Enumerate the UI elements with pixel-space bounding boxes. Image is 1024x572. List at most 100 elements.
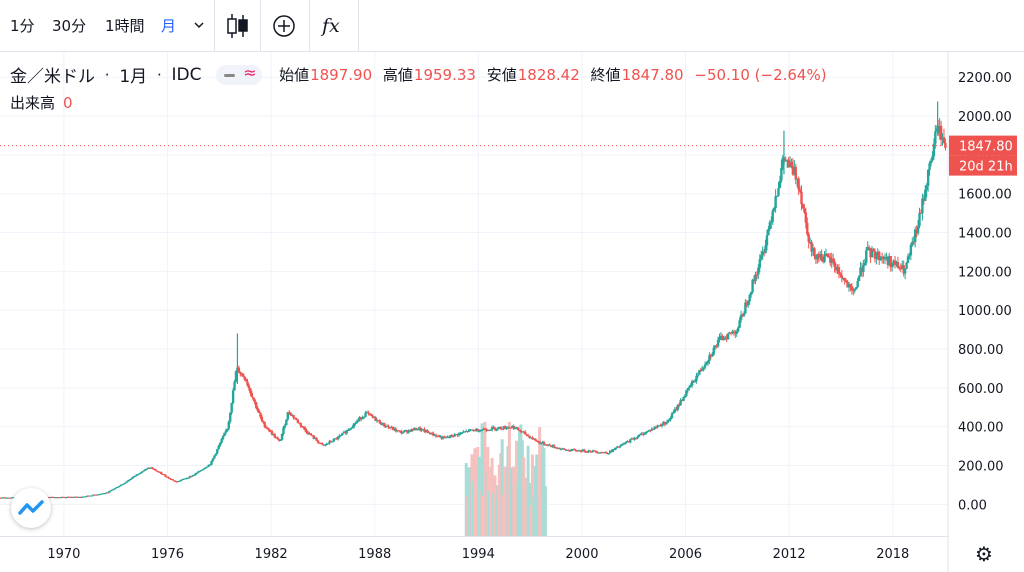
candle-body [79,496,82,498]
interval-1h-button[interactable]: 1時間 [105,17,145,35]
price-tick-label: 2200.00 [958,71,1012,86]
candle-body [695,375,698,382]
candle-body [7,497,10,499]
candle-body [390,427,393,429]
candle-body [204,467,207,469]
candle-body [439,436,442,438]
candle-body [269,430,272,432]
candle-body [341,432,344,435]
candle-body [866,247,869,251]
close-value: 1847.80 [621,65,684,84]
candle-body [603,452,606,454]
candle-body [292,414,295,418]
candle-body [452,436,455,438]
candle-body [492,427,495,429]
candle-body [193,474,196,476]
candle-body [921,198,924,214]
candle-body [70,496,74,498]
candle-body [453,434,456,437]
candle-body [375,420,379,422]
candle-body [449,435,452,437]
candle-body [888,256,891,265]
candle-body [203,468,206,470]
interval-1m-button[interactable]: 1分 [10,17,35,35]
candle-body [272,434,275,436]
candle-body [47,497,51,499]
candle-body [572,449,576,451]
interval-month-button[interactable]: 月 [161,17,177,35]
candle-body [175,481,179,483]
candle-body [361,417,364,420]
candle-body [459,432,462,434]
candle-body [882,257,885,260]
candle-body [467,429,471,432]
candle-body [518,430,521,432]
candle-body [542,442,546,445]
candle-body [246,381,249,386]
candle-body [544,444,547,446]
candle-body [705,363,708,365]
volume-label: 出来高 [10,94,56,112]
candlestick-icon[interactable] [224,0,252,52]
candle-body [744,302,747,314]
candle-body [666,419,669,423]
candle-body [62,496,65,498]
candle-body [830,258,833,263]
candle-body [699,370,702,372]
candle-body [718,337,721,341]
candle-body [122,483,125,485]
candle-body [508,427,511,429]
candle-body [444,436,448,438]
candle-body [712,347,715,355]
gear-icon[interactable]: ⚙ [975,542,993,566]
candle-body [820,253,823,261]
candle-body [837,267,841,274]
candle-body [496,427,500,430]
candle-body [473,430,477,432]
tradingview-logo[interactable] [11,488,51,528]
candle-body [843,278,846,281]
candle-body [89,495,92,497]
indicators-button[interactable]: fx [322,15,340,37]
candle-body [831,258,835,262]
candle-body [702,367,705,369]
candle-body [182,478,186,480]
candle-body [503,426,507,429]
chevron-down-icon[interactable] [193,0,205,52]
candle-body [823,254,826,262]
candle-body [941,137,944,140]
candle-body [4,497,7,499]
candle-body [221,436,225,440]
candle-body [801,204,805,209]
candle-body [738,320,741,328]
candle-body [157,471,160,473]
interval-30m-button[interactable]: 30分 [52,17,87,35]
symbol-name[interactable]: 金／米ドル [10,67,95,87]
time-axis-bar[interactable] [0,536,948,572]
candle-body [482,429,485,431]
candle-body [836,267,839,271]
candle-body [726,333,730,340]
candle-body [243,376,246,380]
candle-body [663,422,667,425]
candle-body [344,431,347,434]
candle-body [683,395,687,398]
candle-body [781,157,785,168]
countdown-badge [949,155,1017,176]
candle-body [608,450,612,454]
plus-circle-icon[interactable] [271,0,297,52]
volume-bar [500,439,504,536]
candle-body [326,443,330,445]
candle-body [498,426,501,428]
candle-body [610,450,613,452]
candle-body [657,425,661,427]
candle-body [771,210,774,222]
candle-body [319,442,323,444]
candle-body [502,426,505,430]
candle-body [403,430,406,433]
legend-toggle[interactable]: ≈ [216,62,263,85]
candle-body [299,423,302,427]
wave-icon: ≈ [243,62,257,82]
candle-body [856,281,859,288]
